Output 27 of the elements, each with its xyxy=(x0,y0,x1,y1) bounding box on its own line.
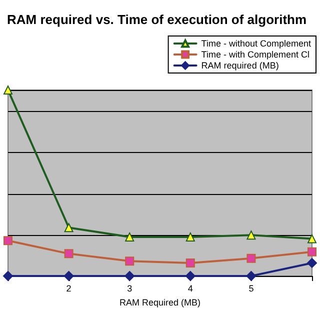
legend-label: RAM required (MB) xyxy=(201,60,279,70)
x-axis-title: RAM Required (MB) xyxy=(119,297,201,308)
point xyxy=(246,271,256,281)
point xyxy=(3,271,13,281)
point xyxy=(64,271,74,281)
point xyxy=(308,247,316,256)
point xyxy=(125,232,134,242)
x-tick-label: 5 xyxy=(248,284,254,294)
chart-title: RAM required vs. Time of execution of algorithm xyxy=(7,12,307,27)
point xyxy=(4,86,12,94)
x-tick-label: 4 xyxy=(188,284,193,294)
legend-label: Time - with Complement Cl xyxy=(201,50,310,60)
x-tick-label: 2 xyxy=(66,284,72,294)
x-tick-label: 3 xyxy=(127,284,132,294)
point xyxy=(246,254,256,263)
point xyxy=(307,258,317,268)
point xyxy=(125,256,134,266)
point xyxy=(124,271,135,281)
legend-label: Time - without Complement xyxy=(201,38,312,48)
point xyxy=(185,271,196,281)
point xyxy=(64,223,74,232)
point xyxy=(246,230,256,240)
point xyxy=(64,249,74,258)
point xyxy=(186,232,195,242)
point xyxy=(186,258,195,268)
point xyxy=(308,234,316,244)
point xyxy=(4,236,12,246)
